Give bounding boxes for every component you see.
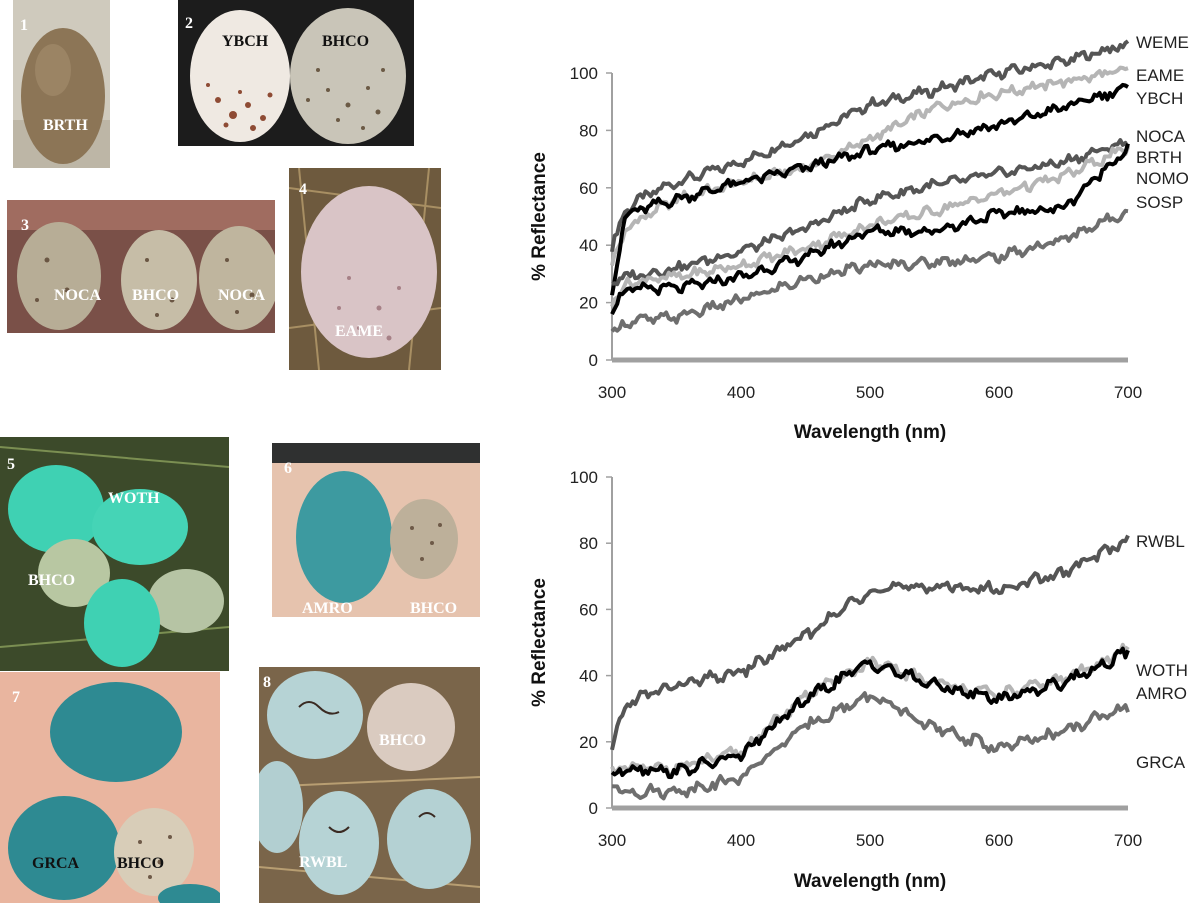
y-tick-label: 60 (579, 600, 598, 619)
x-tick-label: 500 (856, 383, 884, 402)
y-tick-label: 100 (570, 468, 598, 487)
x-tick-label: 300 (598, 383, 626, 402)
noca-egg-shape-2 (199, 226, 275, 330)
egg-label-eame: EAME (335, 323, 383, 340)
rwbl-egg-shape-2 (259, 761, 303, 853)
x-tick-label: 300 (598, 831, 626, 850)
y-axis-title: % Reflectance (529, 152, 550, 281)
y-tick-label: 20 (579, 733, 598, 752)
amro-egg-shape (296, 471, 392, 603)
egg-label-bhco: BHCO (132, 287, 179, 304)
series-label-amro: AMRO (1136, 684, 1187, 703)
x-tick-label: 700 (1114, 383, 1142, 402)
y-tick-label: 20 (579, 294, 598, 313)
ybch-egg-shape (190, 10, 290, 142)
y-axis-title: % Reflectance (529, 578, 550, 707)
series-line-eame (610, 65, 1129, 266)
series-line-grca (611, 691, 1130, 801)
x-tick-label: 600 (985, 383, 1013, 402)
series-line-rwbl (610, 534, 1130, 751)
photo-2-ybch-bhco-eggs: 2 YBCH BHCO (178, 0, 414, 146)
bhco-egg-shape (38, 539, 110, 607)
photo-number: 7 (12, 689, 20, 706)
egg-label-rwbl: RWBL (299, 854, 347, 871)
y-tick-label: 100 (570, 64, 598, 83)
noca-egg-shape (17, 222, 101, 330)
series-label-brth: BRTH (1136, 148, 1182, 167)
photo-3-noca-bhco-eggs: 3 NOCA BHCO NOCA (7, 200, 275, 333)
series-label-sosp: SOSP (1136, 193, 1183, 212)
photo-1-brth-egg: 1 BRTH (13, 0, 110, 168)
series-line-noca (611, 138, 1130, 287)
photo-7-grca-bhco-eggs: 7 GRCA BHCO (0, 672, 220, 903)
photo-number: 4 (299, 181, 307, 198)
rwbl-egg-shape (267, 671, 363, 759)
rwbl-egg-shape-3 (299, 791, 379, 895)
bhco-egg-shape (390, 499, 458, 579)
series-label-weme: WEME (1136, 33, 1189, 52)
egg-label-amro: AMRO (302, 600, 353, 617)
bhco-egg-shape (114, 808, 194, 896)
series-line-brth (610, 146, 1130, 308)
series-label-woth: WOTH (1136, 661, 1188, 680)
egg-label-noca: NOCA (54, 287, 102, 304)
series-label-ybch: YBCH (1136, 89, 1183, 108)
x-axis-title: Wavelength (nm) (794, 422, 946, 443)
egg-label-brth: BRTH (43, 117, 88, 134)
x-tick-label: 400 (727, 831, 755, 850)
y-tick-label: 60 (579, 179, 598, 198)
series-line-ybch (610, 82, 1129, 296)
bhco-egg-shape (367, 683, 455, 771)
photo-6-amro-bhco-eggs: 6 AMRO BHCO (272, 443, 480, 617)
bhco-egg-shape-2 (148, 569, 224, 633)
photo-number: 2 (185, 15, 193, 32)
series-line-nomo (610, 143, 1130, 315)
woth-egg-shape-3 (84, 579, 160, 667)
series-label-grca: GRCA (1136, 753, 1186, 772)
egg-label-bhco: BHCO (379, 732, 426, 749)
x-tick-label: 700 (1114, 831, 1142, 850)
series-label-nomo: NOMO (1136, 169, 1189, 188)
x-axis-title: Wavelength (nm) (794, 871, 946, 892)
x-tick-label: 400 (727, 383, 755, 402)
photo-number: 3 (21, 217, 29, 234)
y-tick-label: 40 (579, 236, 598, 255)
egg-label-grca: GRCA (32, 855, 80, 872)
series-line-sosp (610, 208, 1129, 333)
y-tick-label: 0 (589, 799, 598, 818)
y-tick-label: 0 (589, 351, 598, 370)
photo-5-woth-bhco-eggs: 5 WOTH BHCO (0, 437, 229, 671)
eame-egg-shape (301, 186, 437, 358)
x-tick-label: 600 (985, 831, 1013, 850)
rwbl-egg-shape-4 (387, 789, 471, 889)
egg-label-bhco: BHCO (117, 855, 164, 872)
photo-number: 5 (7, 456, 15, 473)
bhco-egg-shape (121, 230, 197, 330)
grca-egg-shape-2 (8, 796, 120, 900)
photo-4-eame-egg: 4 EAME (289, 168, 441, 370)
egg-label-bhco: BHCO (322, 33, 369, 50)
egg-label-noca-2: NOCA (218, 287, 266, 304)
egg-label-ybch: YBCH (222, 33, 269, 50)
series-label-rwbl: RWBL (1136, 532, 1185, 551)
egg-label-woth: WOTH (108, 490, 160, 507)
grca-egg-shape (50, 682, 182, 782)
photo-number: 8 (263, 674, 271, 691)
y-tick-label: 80 (579, 121, 598, 140)
photo-number: 6 (284, 460, 292, 477)
y-tick-label: 80 (579, 534, 598, 553)
series-label-noca: NOCA (1136, 127, 1186, 146)
woth-egg-shape-2 (92, 489, 188, 565)
series-line-amro (610, 646, 1130, 780)
photo-8-bhco-rwbl-eggs: 8 BHCO RWBL (259, 667, 480, 903)
egg-label-bhco: BHCO (28, 572, 75, 589)
series-line-weme (610, 39, 1130, 253)
woth-egg-shape (8, 465, 104, 553)
y-tick-label: 40 (579, 667, 598, 686)
egg-label-bhco: BHCO (410, 600, 457, 617)
x-tick-label: 500 (856, 831, 884, 850)
series-label-eame: EAME (1136, 66, 1184, 85)
photo-number: 1 (20, 17, 28, 34)
